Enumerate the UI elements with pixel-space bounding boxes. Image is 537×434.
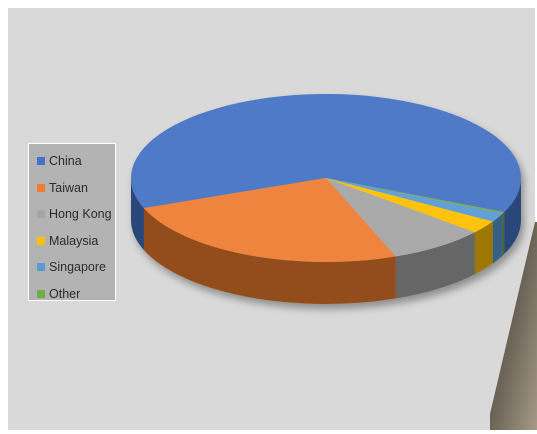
pie-side-taiwan bbox=[143, 208, 396, 304]
legend-label-taiwan: Taiwan bbox=[49, 180, 88, 195]
legend-swatch-singapore bbox=[37, 263, 45, 272]
chart-legend: China Taiwan Hong Kong Malaysia Singapor… bbox=[28, 143, 116, 301]
legend-label-hong-kong: Hong Kong bbox=[49, 207, 112, 222]
legend-item-malaysia: Malaysia bbox=[29, 228, 115, 255]
legend-item-singapore: Singapore bbox=[29, 254, 115, 281]
pie-side-hong-kong bbox=[395, 232, 475, 299]
legend-item-hong-kong: Hong Kong bbox=[29, 201, 115, 228]
legend-swatch-taiwan bbox=[37, 183, 45, 192]
pie-top-highlight bbox=[131, 94, 521, 262]
legend-item-taiwan: Taiwan bbox=[29, 175, 115, 202]
legend-label-singapore: Singapore bbox=[49, 260, 106, 275]
legend-swatch-other bbox=[37, 289, 45, 298]
pie-side-singapore bbox=[492, 213, 503, 264]
legend-item-other: Other bbox=[29, 281, 115, 308]
legend-swatch-hong-kong bbox=[37, 210, 45, 219]
legend-swatch-china bbox=[37, 157, 45, 166]
pie-side-other bbox=[502, 212, 505, 256]
legend-item-china: China bbox=[29, 148, 115, 175]
pie-side-malaysia bbox=[474, 221, 493, 275]
legend-label-malaysia: Malaysia bbox=[49, 233, 99, 248]
legend-label-china: China bbox=[49, 154, 82, 169]
legend-label-other: Other bbox=[49, 286, 81, 301]
legend-swatch-malaysia bbox=[37, 236, 45, 245]
